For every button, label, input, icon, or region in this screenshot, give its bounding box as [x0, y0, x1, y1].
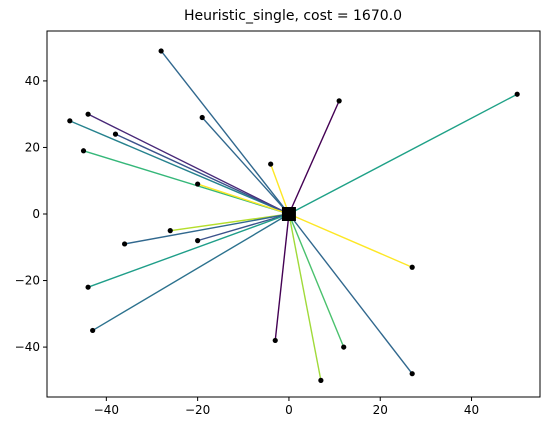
x-tick-label: 40	[464, 403, 479, 417]
route-line	[197, 183, 290, 215]
customer-point	[268, 161, 274, 167]
x-tick-label: 0	[285, 403, 293, 417]
route-lines	[69, 50, 518, 381]
customer-point	[336, 98, 342, 104]
customer-point	[318, 377, 324, 383]
customer-point	[80, 148, 87, 154]
y-tick-label: −20	[15, 274, 40, 288]
x-tick-label: 20	[373, 403, 388, 417]
route-line	[288, 100, 340, 215]
route-line	[160, 50, 290, 215]
route-line	[197, 213, 290, 242]
y-axis-ticks: −40 −20 0 20 40	[15, 74, 47, 354]
customer-point	[514, 91, 520, 97]
x-tick-label: −20	[185, 403, 210, 417]
route-line	[69, 120, 290, 215]
customer-point	[409, 264, 415, 270]
customer-point	[195, 181, 201, 187]
route-line	[288, 213, 322, 381]
customer-point	[167, 228, 173, 234]
customer-point	[90, 327, 96, 334]
x-axis-ticks: −40 −20 0 20 40	[94, 397, 479, 417]
customer-point	[112, 131, 119, 137]
customer-point	[409, 371, 415, 377]
route-line	[201, 117, 290, 215]
customer-point	[195, 238, 201, 244]
x-tick-label: −40	[94, 403, 119, 417]
route-line	[270, 163, 290, 215]
route-line	[92, 213, 290, 332]
customer-point	[158, 48, 164, 54]
customer-points	[67, 48, 520, 383]
route-line	[124, 213, 290, 245]
customer-point	[341, 344, 347, 350]
route-line	[274, 213, 290, 341]
customer-point	[272, 337, 278, 344]
customer-point	[199, 114, 205, 121]
route-line	[87, 213, 290, 288]
route-line	[87, 113, 290, 215]
route-line	[288, 213, 413, 375]
customer-point	[85, 284, 91, 290]
route-line	[170, 213, 290, 232]
route-line	[288, 93, 518, 215]
depot-marker-group	[281, 207, 296, 221]
route-line	[288, 213, 413, 268]
route-line	[288, 213, 345, 348]
y-tick-label: 20	[25, 140, 40, 154]
y-tick-label: 40	[25, 74, 40, 88]
route-line	[115, 133, 290, 215]
customer-point	[67, 118, 73, 124]
y-tick-label: −40	[15, 340, 40, 354]
customer-point	[85, 111, 91, 117]
y-tick-label: 0	[32, 207, 40, 221]
depot-marker	[281, 207, 296, 221]
chart-title: Heuristic_single, cost = 1670.0	[184, 8, 402, 24]
customer-point	[122, 241, 128, 247]
